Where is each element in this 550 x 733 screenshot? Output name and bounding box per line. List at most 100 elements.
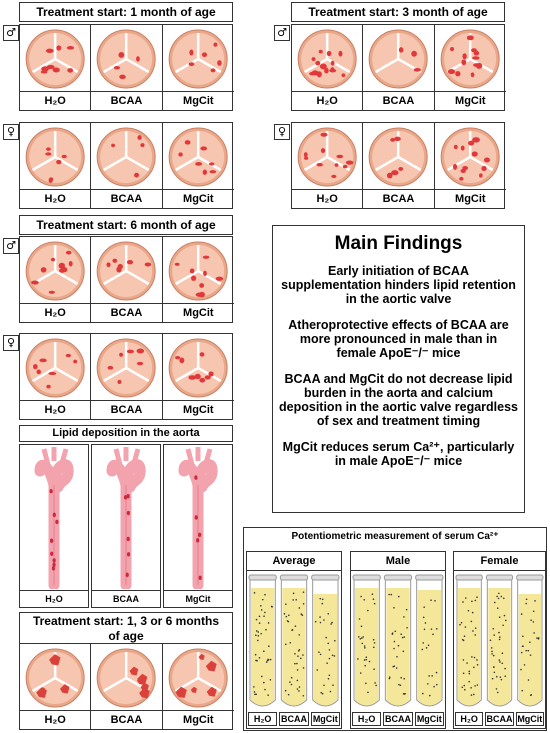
lipid-lesion	[46, 147, 51, 151]
calcium-dot	[460, 621, 463, 624]
calcium-dot	[476, 596, 478, 599]
calcium-dot	[402, 650, 405, 653]
calcium-dot	[493, 666, 495, 668]
tube-rim	[455, 574, 483, 581]
calcium-dot	[264, 593, 266, 596]
tube-label: MgCit	[515, 712, 544, 726]
calcium-deposit	[59, 684, 70, 694]
lipid-lesion	[478, 173, 483, 178]
calcium-dot	[390, 593, 393, 596]
valve-leaflet-line	[197, 57, 222, 74]
aortic-valve-drawing	[168, 241, 228, 301]
calcium-dot	[298, 634, 301, 636]
lipid-lesion	[50, 257, 56, 262]
lipid-lesion	[336, 154, 344, 159]
calcium-dot	[296, 662, 298, 665]
calcium-dot	[504, 619, 507, 622]
calcium-dot	[468, 670, 471, 673]
calcium-dot	[269, 658, 272, 661]
calcium-dot	[399, 684, 402, 687]
calcium-dot	[373, 602, 376, 605]
calcium-dot	[302, 591, 305, 593]
calcium-dot	[284, 643, 287, 646]
calcium-dot	[463, 684, 466, 687]
lipid-lesion	[177, 152, 183, 157]
calcium-dot	[471, 656, 473, 658]
calcium-dot	[430, 628, 433, 630]
lipid-lesion	[33, 364, 38, 370]
valve-leaflet-line	[174, 155, 199, 172]
valve-cell: BCAA	[91, 237, 163, 322]
valve-panel-m6-male: H₂O BCAA MgCit	[19, 236, 234, 323]
calcium-dot	[464, 597, 467, 599]
calcium-dot	[360, 595, 362, 598]
valve-leaflet-line	[125, 57, 150, 74]
lipid-lesion	[414, 67, 422, 72]
valve-leaflet-line	[103, 676, 128, 693]
calcium-dot	[290, 676, 293, 679]
valve-panel-m1-female: H₂O BCAA MgCit	[19, 122, 234, 209]
calcium-dot	[263, 615, 265, 617]
tube-label: BCAA	[279, 712, 309, 726]
valve-leaflet-line	[103, 366, 128, 383]
finding-item: MgCit reduces serum Ca²⁺, particularly i…	[282, 440, 515, 468]
valve-cell: H₂O	[292, 123, 364, 208]
lipid-lesion	[215, 276, 223, 281]
aorta-lipid-spot	[49, 538, 54, 543]
serum-fill	[458, 588, 481, 706]
calcium-dot	[468, 672, 471, 675]
calcium-dot	[327, 612, 330, 615]
aorta-lipid-spot	[126, 536, 130, 542]
calcium-dot	[358, 618, 361, 620]
tube-label-row: H₂O BCAA MgCit	[454, 712, 545, 726]
finding-item: Early initiation of BCAA supplementation…	[281, 264, 516, 306]
timing-title-text: Treatment start: 1, 3 or 6 months of age	[32, 614, 220, 643]
calcium-dot	[297, 655, 299, 657]
valve-leaflet-line	[375, 155, 400, 172]
calcium-dot	[318, 651, 320, 653]
calcium-dot	[474, 634, 476, 636]
lipid-lesion	[391, 170, 399, 176]
tube-rim	[311, 574, 340, 581]
treatment-label: H₂O	[20, 400, 91, 419]
calcium-dot	[393, 647, 395, 650]
calcium-dot	[491, 650, 493, 653]
lipid-lesion	[467, 140, 474, 146]
calcium-dot	[427, 644, 430, 647]
aortic-valve-drawing	[96, 338, 156, 398]
lipid-lesion	[345, 160, 354, 165]
calcium-dot	[253, 691, 256, 693]
calcium-dot	[502, 624, 504, 627]
treatment-label: MgCit	[162, 189, 234, 208]
calcium-dot	[363, 645, 366, 647]
lipid-lesion	[213, 42, 218, 47]
lipid-lesion	[411, 50, 418, 57]
lipid-lesion	[201, 52, 207, 58]
calcium-deposit	[139, 687, 151, 699]
calcium-dot	[264, 688, 266, 691]
calcium-dot	[492, 627, 495, 630]
treatment-label: BCAA	[91, 189, 162, 208]
calcium-dot	[493, 601, 496, 604]
calcium-dot	[498, 616, 501, 618]
aortic-valve-drawing	[168, 29, 228, 89]
lipid-lesion	[111, 143, 116, 148]
calcium-dot	[435, 683, 438, 686]
aortic-valve-drawing	[440, 127, 500, 187]
calcium-dot	[468, 680, 470, 683]
aorta-cell-mgcit: MgCit	[163, 444, 233, 608]
serum-panel-title: Average	[247, 552, 341, 571]
lipid-lesion	[194, 162, 202, 166]
lipid-lesion	[210, 68, 216, 73]
calcium-dot	[290, 683, 293, 686]
calcium-dot	[529, 641, 531, 643]
calcium-deposit	[137, 673, 148, 684]
aorta-lipid-spot	[49, 489, 53, 494]
aorta-lipid-spot	[194, 475, 198, 480]
calcium-dot	[267, 694, 269, 697]
aorta-drawing	[106, 447, 146, 589]
calcium-dot	[403, 677, 405, 680]
valve-leaflet-line	[174, 57, 199, 74]
valve-leaflet-line	[446, 155, 471, 172]
calcium-dot	[532, 621, 535, 623]
